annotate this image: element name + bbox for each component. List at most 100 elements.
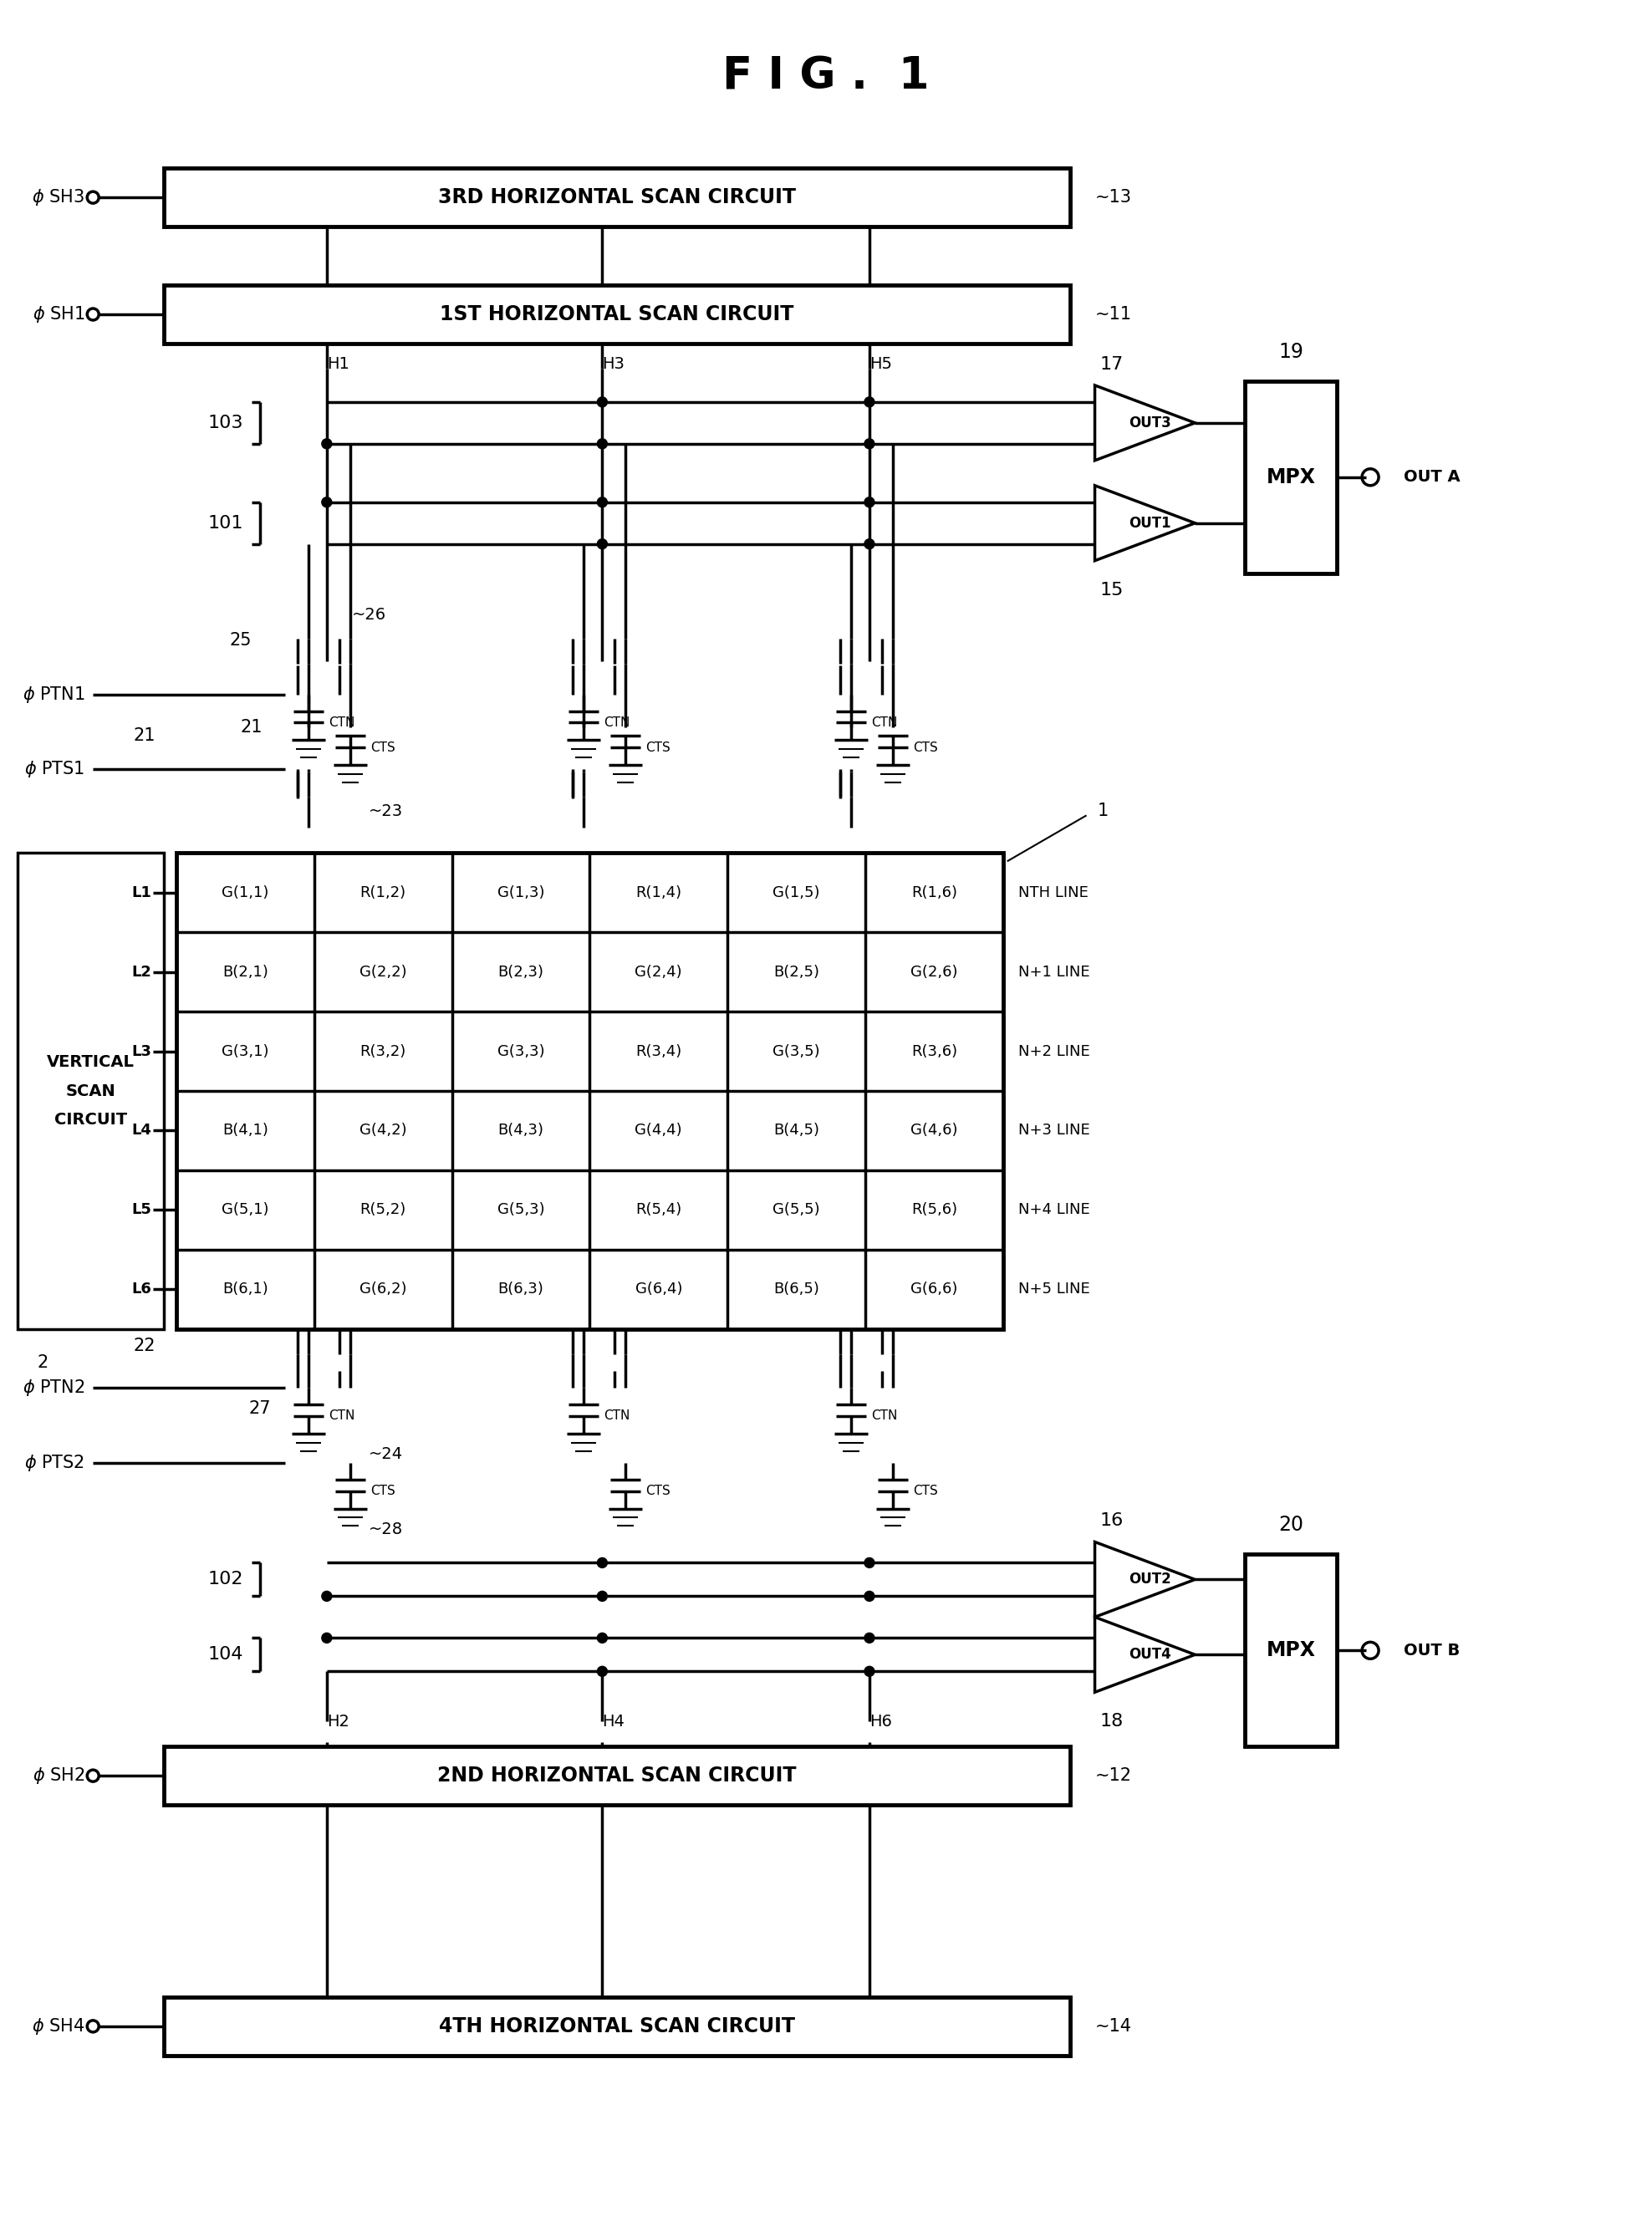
Circle shape bbox=[598, 438, 608, 449]
Text: N+5 LINE: N+5 LINE bbox=[1018, 1282, 1090, 1298]
Text: SCAN: SCAN bbox=[66, 1082, 116, 1100]
Circle shape bbox=[598, 1558, 608, 1569]
Text: 3RD HORIZONTAL SCAN CIRCUIT: 3RD HORIZONTAL SCAN CIRCUIT bbox=[438, 187, 796, 207]
Text: H6: H6 bbox=[869, 1713, 892, 1729]
Circle shape bbox=[864, 1633, 874, 1642]
Text: R(3,4): R(3,4) bbox=[636, 1044, 682, 1060]
Text: N+2 LINE: N+2 LINE bbox=[1018, 1044, 1090, 1060]
Polygon shape bbox=[1095, 487, 1194, 560]
Text: L5: L5 bbox=[132, 1202, 152, 1218]
Text: $\phi$ SH3: $\phi$ SH3 bbox=[31, 187, 84, 207]
Bar bbox=[177, 853, 1003, 1329]
Polygon shape bbox=[1095, 1618, 1194, 1693]
Text: ~24: ~24 bbox=[368, 1447, 403, 1462]
Text: NTH LINE: NTH LINE bbox=[1018, 884, 1089, 900]
Text: ~12: ~12 bbox=[1095, 1766, 1132, 1784]
Text: G(2,4): G(2,4) bbox=[634, 964, 682, 980]
Text: ~13: ~13 bbox=[1095, 189, 1132, 207]
Text: G(1,5): G(1,5) bbox=[773, 884, 819, 900]
Text: N+3 LINE: N+3 LINE bbox=[1018, 1122, 1090, 1138]
Text: B(4,1): B(4,1) bbox=[223, 1122, 268, 1138]
Text: R(3,6): R(3,6) bbox=[910, 1044, 957, 1060]
Text: CTN: CTN bbox=[329, 715, 355, 729]
Text: MPX: MPX bbox=[1267, 1640, 1315, 1660]
Circle shape bbox=[864, 540, 874, 549]
Text: CTN: CTN bbox=[605, 1409, 629, 1422]
Text: 22: 22 bbox=[134, 1338, 155, 1353]
Text: G(2,6): G(2,6) bbox=[910, 964, 958, 980]
Text: L1: L1 bbox=[132, 884, 152, 900]
Circle shape bbox=[322, 438, 332, 449]
Bar bbox=[18, 853, 164, 1329]
Bar bbox=[164, 1746, 1070, 1804]
Text: CTN: CTN bbox=[329, 1409, 355, 1422]
Text: G(5,1): G(5,1) bbox=[221, 1202, 269, 1218]
Text: CTS: CTS bbox=[914, 742, 938, 753]
Text: 102: 102 bbox=[208, 1571, 243, 1589]
Text: 16: 16 bbox=[1100, 1513, 1123, 1529]
Bar bbox=[164, 169, 1070, 227]
Text: $\phi$ PTS1: $\phi$ PTS1 bbox=[25, 760, 84, 780]
Text: H3: H3 bbox=[603, 356, 624, 373]
Circle shape bbox=[864, 1666, 874, 1675]
Text: 27: 27 bbox=[249, 1400, 271, 1418]
Text: ~26: ~26 bbox=[352, 607, 387, 622]
Text: $\phi$ SH1: $\phi$ SH1 bbox=[31, 304, 84, 324]
Circle shape bbox=[864, 438, 874, 449]
Text: G(1,1): G(1,1) bbox=[221, 884, 269, 900]
Circle shape bbox=[864, 398, 874, 407]
Text: OUT1: OUT1 bbox=[1128, 516, 1171, 531]
Text: L6: L6 bbox=[132, 1282, 152, 1298]
Text: B(6,1): B(6,1) bbox=[223, 1282, 268, 1298]
Text: 25: 25 bbox=[230, 631, 251, 649]
Text: ~14: ~14 bbox=[1095, 2018, 1132, 2035]
Text: B(2,5): B(2,5) bbox=[773, 964, 819, 980]
Text: $\phi$ PTN2: $\phi$ PTN2 bbox=[23, 1378, 84, 1398]
Circle shape bbox=[598, 498, 608, 507]
Text: G(2,2): G(2,2) bbox=[360, 964, 406, 980]
Text: R(1,6): R(1,6) bbox=[912, 884, 957, 900]
Text: H2: H2 bbox=[327, 1713, 349, 1729]
Text: G(5,5): G(5,5) bbox=[773, 1202, 819, 1218]
Text: N+4 LINE: N+4 LINE bbox=[1018, 1202, 1090, 1218]
Text: H4: H4 bbox=[603, 1713, 624, 1729]
Text: CTS: CTS bbox=[370, 1484, 395, 1498]
Text: G(6,4): G(6,4) bbox=[634, 1282, 682, 1298]
Text: OUT4: OUT4 bbox=[1128, 1647, 1171, 1662]
Text: B(6,5): B(6,5) bbox=[773, 1282, 819, 1298]
Circle shape bbox=[598, 398, 608, 407]
Circle shape bbox=[598, 1591, 608, 1602]
Text: L4: L4 bbox=[132, 1122, 152, 1138]
Text: OUT2: OUT2 bbox=[1128, 1571, 1171, 1587]
Text: MPX: MPX bbox=[1267, 467, 1315, 487]
Text: $\phi$ SH2: $\phi$ SH2 bbox=[33, 1766, 84, 1786]
Text: G(3,3): G(3,3) bbox=[497, 1044, 545, 1060]
Text: R(1,4): R(1,4) bbox=[636, 884, 682, 900]
Text: 1: 1 bbox=[1097, 802, 1108, 820]
Text: 15: 15 bbox=[1100, 582, 1123, 598]
Circle shape bbox=[598, 1633, 608, 1642]
Text: B(6,3): B(6,3) bbox=[497, 1282, 544, 1298]
Circle shape bbox=[864, 1591, 874, 1602]
Text: CTS: CTS bbox=[646, 1484, 671, 1498]
Text: 2: 2 bbox=[38, 1353, 48, 1371]
Text: G(3,1): G(3,1) bbox=[221, 1044, 269, 1060]
Text: R(1,2): R(1,2) bbox=[360, 884, 406, 900]
Text: G(1,3): G(1,3) bbox=[497, 884, 545, 900]
Circle shape bbox=[322, 498, 332, 507]
Text: B(2,3): B(2,3) bbox=[497, 964, 544, 980]
Polygon shape bbox=[1095, 1542, 1194, 1618]
Text: R(3,2): R(3,2) bbox=[360, 1044, 406, 1060]
Text: ~23: ~23 bbox=[368, 804, 403, 820]
Text: $\phi$ SH4: $\phi$ SH4 bbox=[31, 2015, 84, 2035]
Text: H5: H5 bbox=[869, 356, 892, 373]
Text: G(5,3): G(5,3) bbox=[497, 1202, 545, 1218]
Text: B(4,5): B(4,5) bbox=[773, 1122, 819, 1138]
Polygon shape bbox=[1095, 384, 1194, 460]
Text: OUT A: OUT A bbox=[1404, 469, 1460, 484]
Text: 21: 21 bbox=[241, 720, 263, 735]
Bar bbox=[1246, 382, 1336, 573]
Text: H1: H1 bbox=[327, 356, 349, 373]
Text: 101: 101 bbox=[208, 516, 243, 531]
Text: F I G .  1: F I G . 1 bbox=[722, 56, 930, 98]
